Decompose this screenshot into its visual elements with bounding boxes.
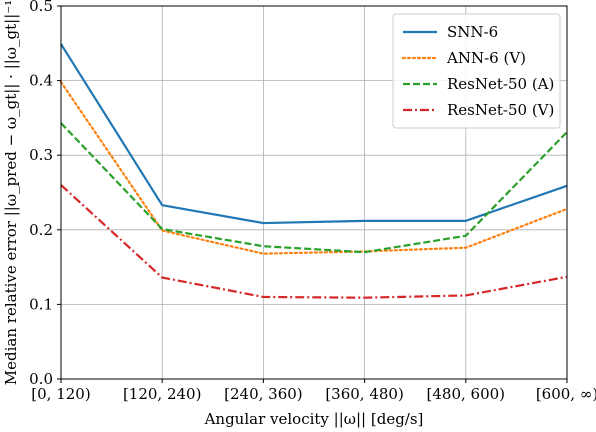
series-line xyxy=(59,80,569,255)
legend-label: SNN-6 xyxy=(447,23,498,41)
ticks: [0, 120) [120, 240) [240, 360) [360, 480) [4… xyxy=(29,0,596,403)
legend-box xyxy=(392,13,561,129)
y-tick-label: 0.2 xyxy=(29,221,53,239)
x-tick-label: [480, 600) xyxy=(427,385,506,403)
x-tick-label: [360, 480) xyxy=(325,385,404,403)
x-axis-label: Angular velocity ||ω|| [deg/s] xyxy=(204,410,424,428)
x-tick-label: [0, 120) xyxy=(31,385,90,403)
plot-frame xyxy=(60,5,568,380)
x-tick-label: [240, 360) xyxy=(224,385,303,403)
y-tick-label: 0.4 xyxy=(29,72,53,90)
y-tick-label: 0.3 xyxy=(29,146,53,164)
y-tick-label: 0.5 xyxy=(29,0,53,15)
series-lines xyxy=(59,43,569,299)
y-tick-label: 0.0 xyxy=(29,370,53,388)
legend: SNN-6 ANN-6 (V) ResNet-50 (A) ResNet-50 (V) xyxy=(392,13,561,129)
y-tick-label: 0.1 xyxy=(29,295,53,313)
x-tick-label: [600, ∞) xyxy=(536,385,596,403)
x-tick-label: [120, 240) xyxy=(123,385,202,403)
series-line xyxy=(60,43,568,225)
legend-label: ResNet-50 (A) xyxy=(447,75,554,93)
series-line xyxy=(60,184,568,299)
legend-label: ResNet-50 (V) xyxy=(447,101,554,119)
legend-label: ANN-6 (V) xyxy=(446,49,526,67)
series-line xyxy=(60,122,568,254)
y-axis-label: Median relative error ||ω_pred − ω_gt|| … xyxy=(2,0,20,385)
